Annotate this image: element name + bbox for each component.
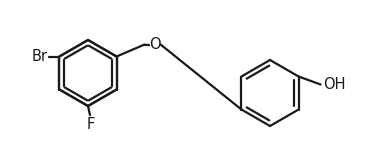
Text: O: O (149, 37, 160, 52)
Text: Br: Br (31, 49, 47, 64)
Text: OH: OH (324, 77, 346, 92)
Text: F: F (87, 117, 95, 132)
